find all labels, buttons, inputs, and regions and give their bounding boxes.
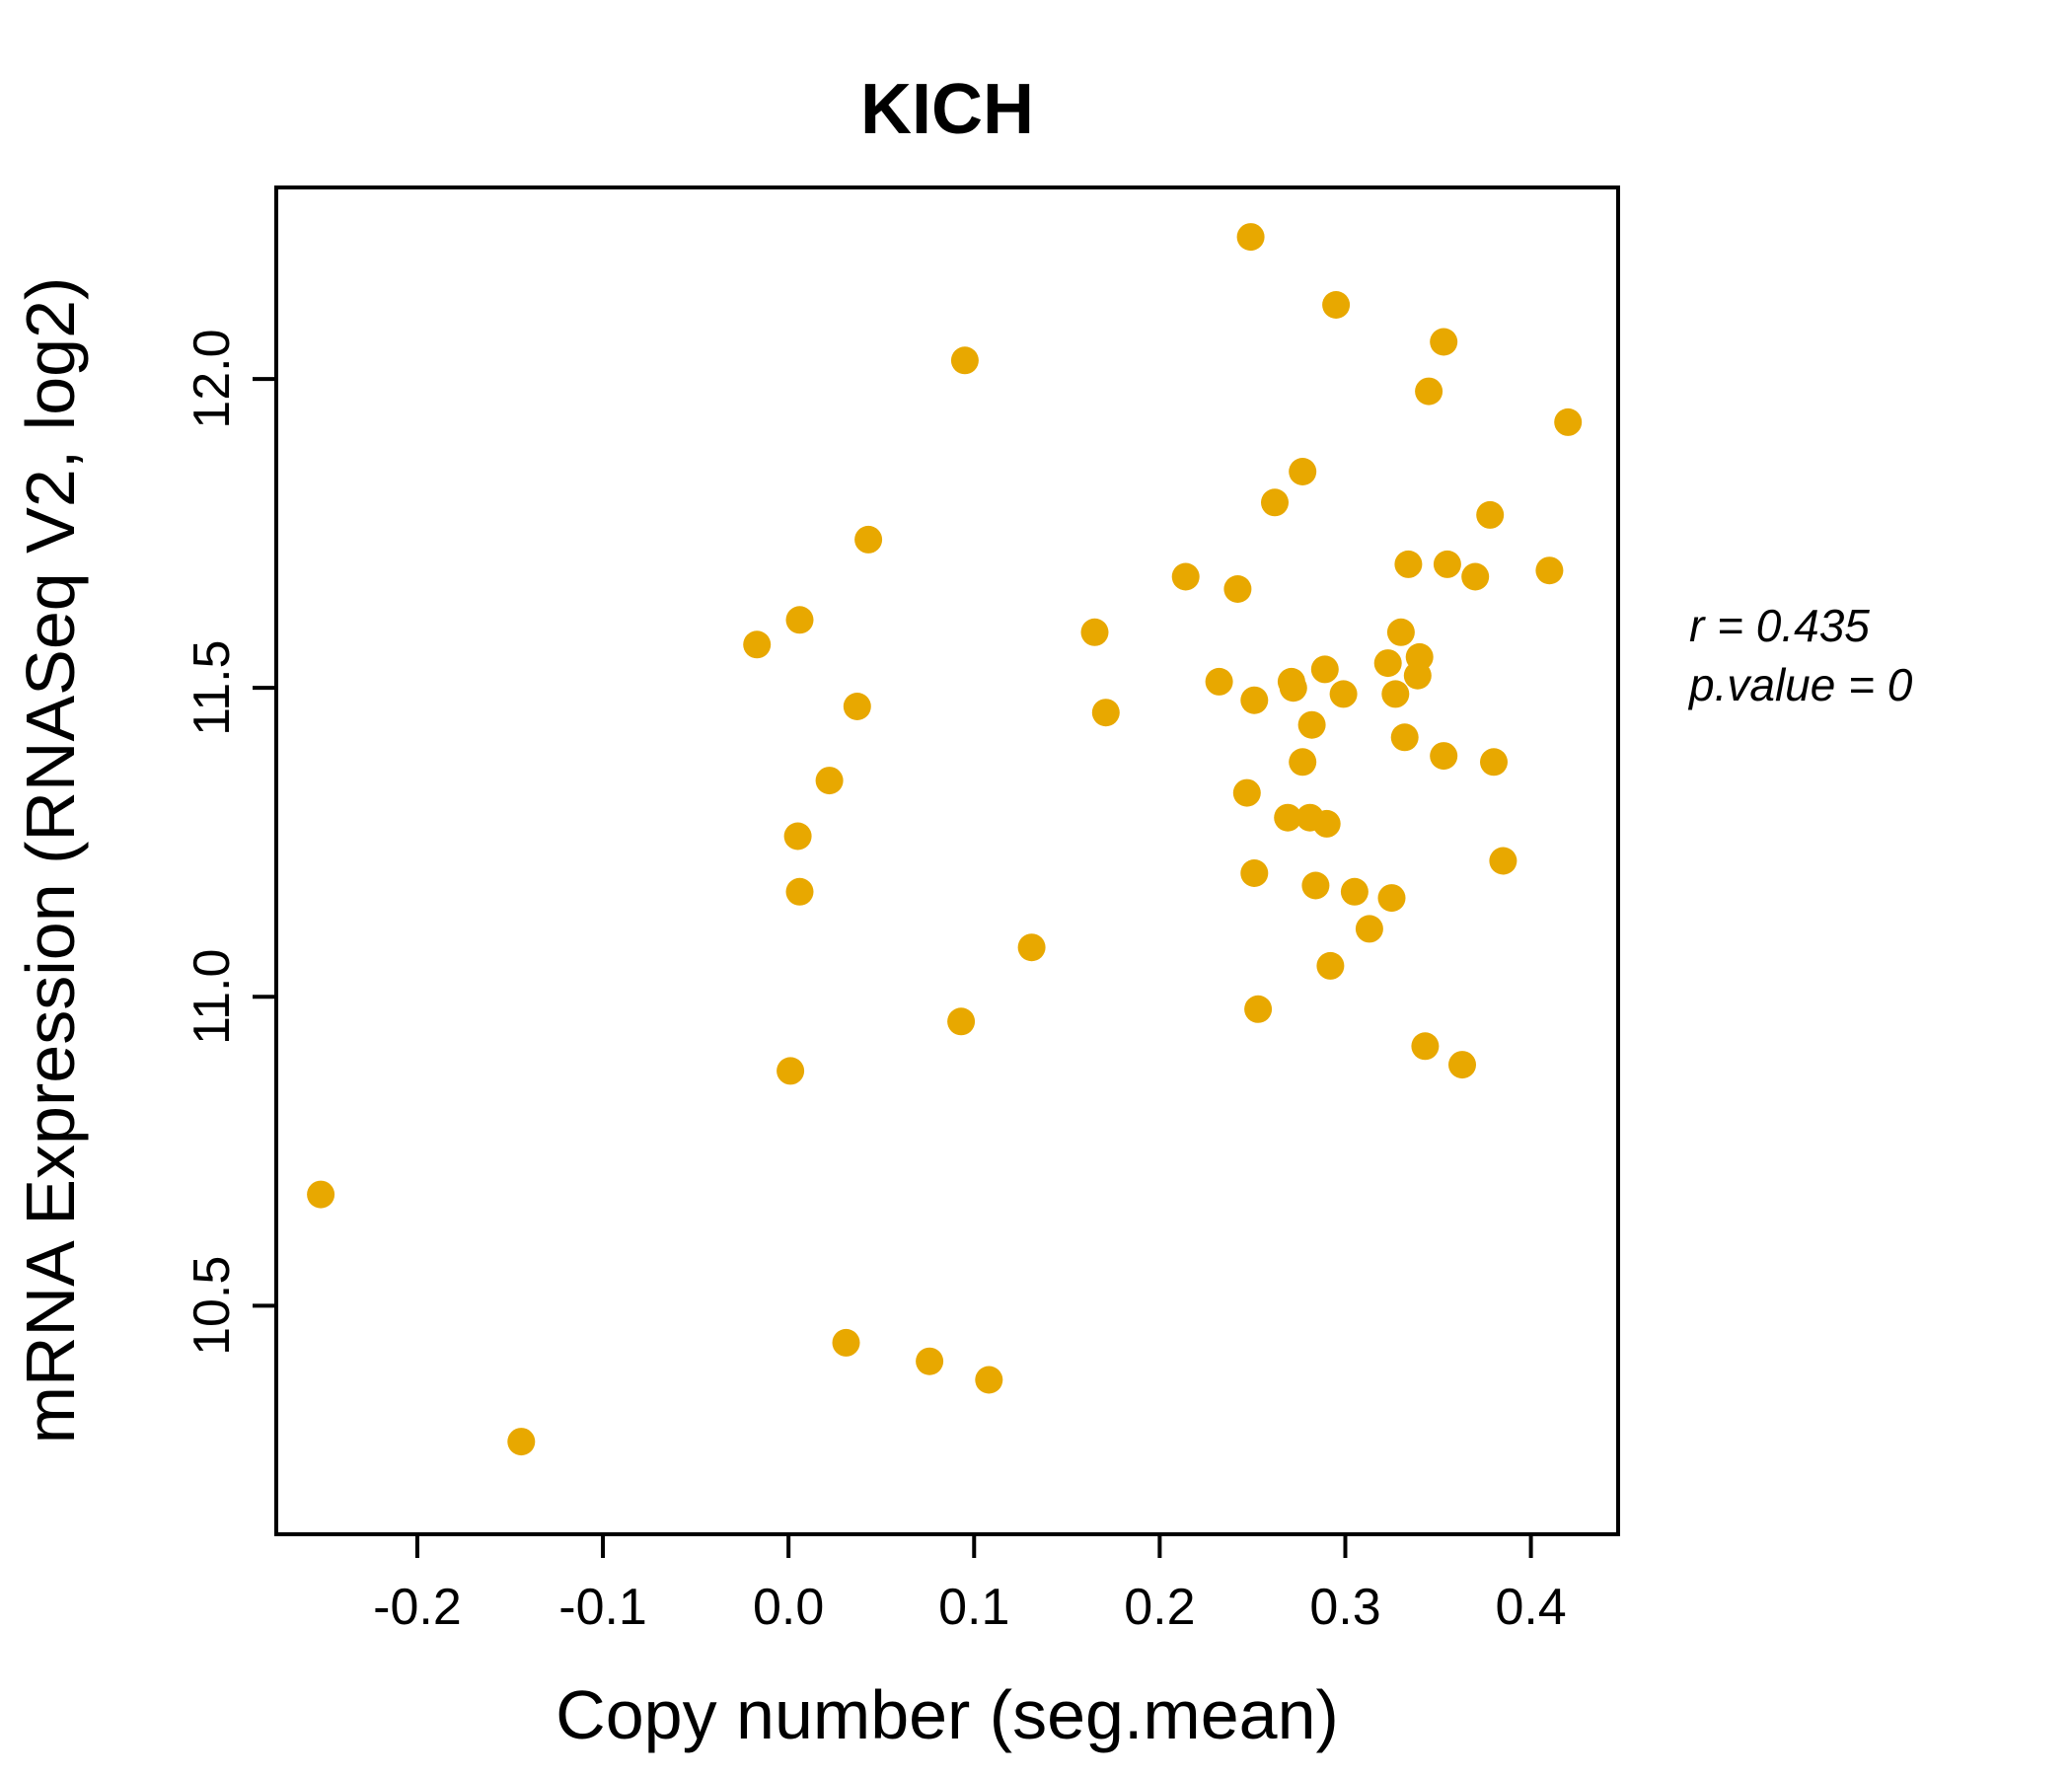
scatter-point xyxy=(1279,674,1307,703)
y-axis-ticks: 10.5 11.0 11.5 12.0 xyxy=(184,329,276,1356)
scatter-point xyxy=(950,346,979,375)
y-tick-label: 11.0 xyxy=(184,949,241,1045)
scatter-point xyxy=(1448,1051,1476,1079)
y-axis-label: mRNA Expression (RNASeq V2, log2) xyxy=(12,277,89,1444)
scatter-point xyxy=(1205,667,1233,696)
scatter-point xyxy=(743,630,772,659)
scatter-points xyxy=(307,223,1583,1456)
scatter-point xyxy=(815,767,844,795)
chart-title: KICH xyxy=(860,70,1034,149)
scatter-point xyxy=(1223,575,1252,603)
x-tick-label: 0.4 xyxy=(1495,1579,1566,1636)
x-tick-label: -0.1 xyxy=(558,1579,647,1636)
scatter-point xyxy=(1091,699,1120,727)
scatter-point xyxy=(1430,328,1458,356)
scatter-point xyxy=(1310,655,1339,684)
scatter-point xyxy=(1394,550,1423,578)
plot-border xyxy=(274,185,1620,1536)
scatter-point xyxy=(1381,680,1410,708)
scatter-point xyxy=(1411,1032,1440,1061)
scatter-point xyxy=(1535,556,1564,585)
scatter-point xyxy=(832,1328,860,1357)
scatter-point xyxy=(916,1347,944,1375)
scatter-point xyxy=(1329,680,1358,708)
scatter-point xyxy=(1433,550,1461,578)
scatter-point xyxy=(1386,618,1415,646)
scatter-point xyxy=(1236,223,1265,252)
x-tick-label: 0.1 xyxy=(938,1579,1009,1636)
scatter-point xyxy=(843,693,871,720)
scatter-point xyxy=(947,1007,976,1036)
scatter-point xyxy=(1405,642,1434,671)
scatter-point xyxy=(777,1057,805,1085)
y-tick-label: 12.0 xyxy=(184,329,241,428)
scatter-point xyxy=(1430,742,1458,771)
scatter-point xyxy=(1261,488,1289,517)
x-tick-label: -0.2 xyxy=(373,1579,462,1636)
scatter-point xyxy=(1415,377,1443,406)
y-tick-label: 11.5 xyxy=(184,639,241,735)
correlation-pvalue-text: p.value = 0 xyxy=(1687,659,1913,710)
x-axis-label: Copy number (seg.mean) xyxy=(555,1676,1339,1753)
scatter-point xyxy=(1461,562,1490,591)
scatter-point xyxy=(1080,618,1109,646)
scatter-point xyxy=(1274,803,1302,832)
scatter-point xyxy=(1312,809,1341,838)
x-axis-ticks: -0.2 -0.1 0.0 0.1 0.2 0.3 0.4 xyxy=(373,1534,1567,1636)
correlation-r-text: r = 0.435 xyxy=(1689,600,1870,651)
y-tick-label: 10.5 xyxy=(184,1256,241,1356)
scatter-point xyxy=(783,822,812,851)
scatter-point xyxy=(1554,407,1583,436)
scatter-point xyxy=(1289,458,1317,485)
scatter-point xyxy=(1171,562,1200,591)
scatter-point xyxy=(1017,933,1046,962)
scatter-point xyxy=(1377,884,1406,913)
scatter-point xyxy=(1297,710,1326,739)
scatter-point xyxy=(1301,871,1330,900)
scatter-point xyxy=(1480,748,1508,777)
scatter-point xyxy=(1244,995,1273,1023)
scatter-point xyxy=(1355,915,1383,943)
x-tick-label: 0.0 xyxy=(753,1579,824,1636)
scatter-point xyxy=(1489,847,1517,875)
scatter-point xyxy=(975,1366,1003,1394)
scatter-point xyxy=(1340,877,1369,906)
scatter-point xyxy=(1476,500,1505,529)
scatter-point xyxy=(1232,778,1261,807)
scatter-point xyxy=(1240,686,1269,714)
scatter-point xyxy=(1316,951,1345,980)
scatter-point xyxy=(785,606,814,634)
scatter-point xyxy=(1322,291,1351,319)
scatter-point xyxy=(307,1180,335,1209)
scatter-point xyxy=(1240,859,1269,887)
scatter-point xyxy=(785,877,814,906)
x-tick-label: 0.3 xyxy=(1309,1579,1380,1636)
scatter-point xyxy=(1373,649,1402,678)
scatter-point xyxy=(854,525,883,554)
scatter-point xyxy=(1390,723,1419,752)
scatter-point xyxy=(507,1428,536,1456)
x-tick-label: 0.2 xyxy=(1124,1579,1195,1636)
scatter-point xyxy=(1289,748,1317,777)
